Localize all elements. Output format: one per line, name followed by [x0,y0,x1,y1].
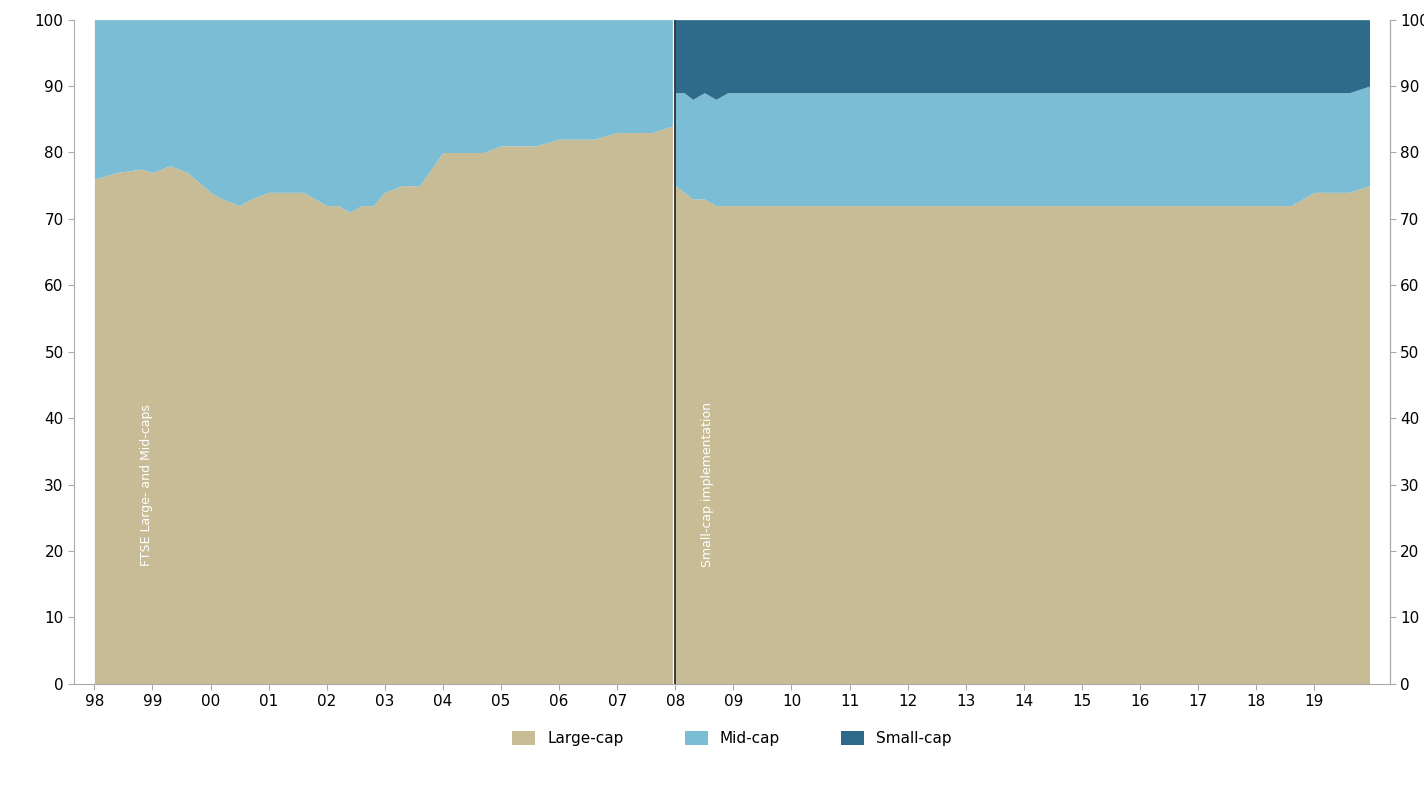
Legend: Large-cap, Mid-cap, Small-cap: Large-cap, Mid-cap, Small-cap [506,725,958,752]
Text: Small-cap implementation: Small-cap implementation [701,402,713,567]
Text: FTSE Large- and Mid-caps: FTSE Large- and Mid-caps [140,404,154,565]
